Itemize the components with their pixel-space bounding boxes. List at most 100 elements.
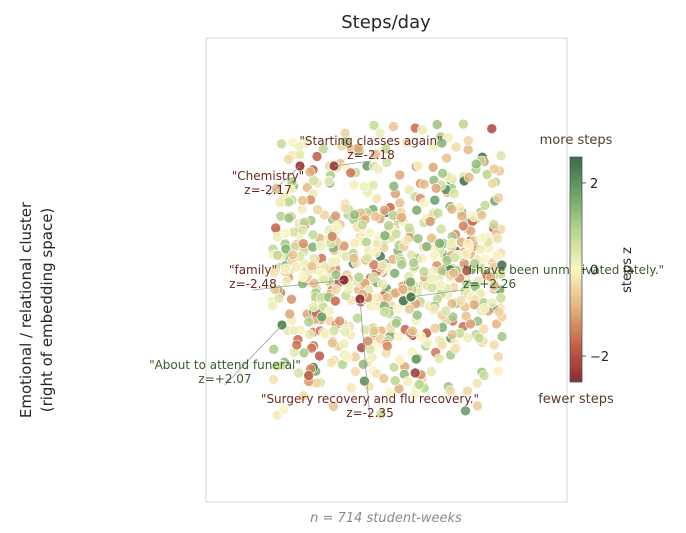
scatter-point — [285, 184, 296, 195]
scatter-point — [280, 243, 292, 255]
scatter-point — [421, 337, 433, 349]
scatter-point — [359, 375, 370, 387]
scatter-point — [374, 127, 386, 139]
scatter-point — [298, 390, 309, 402]
scatter-point — [431, 119, 443, 130]
scatter-point — [297, 224, 308, 236]
scatter-point — [380, 143, 392, 155]
scatter-point — [349, 366, 361, 377]
scatter-point — [486, 123, 498, 134]
scatter-point — [492, 365, 504, 377]
scatter-point — [353, 271, 365, 283]
scatter-point — [478, 323, 490, 335]
scatter-point — [298, 347, 310, 359]
scatter-point — [428, 304, 440, 315]
scatter-point — [418, 178, 430, 190]
scatter-point — [441, 255, 453, 266]
annotation-leader — [267, 165, 301, 197]
annotation-leader — [333, 160, 372, 167]
scatter-point — [436, 137, 448, 149]
scatter-point — [345, 167, 357, 179]
scatter-point — [371, 193, 382, 204]
scatter-point — [326, 357, 337, 368]
scatter-point — [446, 203, 458, 215]
scatter-point — [315, 240, 327, 252]
scatter-point — [403, 184, 415, 196]
scatter-point — [458, 118, 469, 130]
scatter-point — [351, 312, 363, 324]
scatter-point — [402, 376, 414, 387]
scatter-point — [455, 295, 467, 306]
annotation-text: "About to attend funeral" — [149, 358, 301, 372]
annotation-leader — [224, 324, 283, 386]
scatter-point — [389, 267, 401, 279]
scatter-point — [410, 353, 422, 365]
scatter-point — [297, 271, 308, 283]
scatter-point — [370, 247, 381, 258]
scatter-point — [283, 153, 294, 165]
scatter-point — [401, 137, 412, 148]
scatter-point — [267, 300, 279, 311]
scatter-point — [345, 382, 357, 394]
scatter-point — [388, 180, 400, 192]
scatter-point — [479, 253, 491, 265]
annotation-text: "Surgery recovery and flu recovery." — [261, 392, 479, 406]
scatter-point — [388, 361, 400, 373]
scatter-point — [338, 338, 350, 350]
scatter-point — [469, 258, 480, 269]
scatter-point — [357, 358, 369, 370]
scatter-point — [486, 297, 498, 309]
scatter-point — [394, 197, 406, 209]
scatter-point — [478, 370, 490, 381]
y-axis-label-line-2: (right of embedding space) — [38, 208, 56, 413]
scatter-point — [403, 222, 415, 234]
scatter-point — [436, 339, 448, 351]
scatter-point — [393, 331, 405, 343]
scatter-point — [486, 178, 498, 189]
scatter-point — [465, 318, 476, 330]
scatter-point — [470, 158, 482, 170]
scatter-point — [408, 257, 419, 269]
scatter-point — [270, 222, 282, 234]
scatter-point — [272, 249, 283, 261]
scatter-point — [328, 401, 339, 412]
scatter-point — [429, 322, 441, 334]
scatter-point — [473, 332, 485, 344]
scatter-point — [441, 152, 452, 164]
scatter-point — [429, 250, 440, 262]
scatter-point — [303, 370, 315, 381]
scatter-point — [390, 228, 402, 240]
scatter-point — [462, 135, 474, 146]
annotation-text: "Starting classes again" — [299, 134, 442, 148]
scatter-point — [462, 385, 473, 397]
scatter-point — [463, 171, 475, 183]
scatter-point — [327, 337, 338, 349]
scatter-point — [427, 162, 439, 173]
scatter-point — [306, 342, 317, 354]
scatter-point — [426, 232, 437, 244]
footnote: n = 714 student-weeks — [310, 511, 462, 526]
scatter-point — [286, 293, 297, 305]
scatter-point — [437, 168, 448, 179]
scatter-point — [274, 197, 286, 208]
scatter-point — [288, 325, 300, 336]
scatter-point — [476, 232, 488, 244]
scatter-point — [280, 276, 292, 287]
annotation-z-value: z=-2.17 — [244, 183, 291, 197]
scatter-point — [471, 377, 483, 389]
scatter-point — [296, 204, 308, 215]
scatter-point — [383, 220, 395, 231]
scatter-point — [314, 350, 325, 362]
annotation-leader-lines — [224, 160, 464, 420]
annotation-z-value: z=+2.07 — [198, 372, 251, 386]
scatter-point — [397, 284, 409, 295]
scatter-point — [368, 325, 380, 337]
scatter-point — [293, 367, 305, 379]
colorbar: more steps 2 0 −2 steps z fewer steps — [538, 133, 635, 407]
scatter-point — [273, 293, 285, 304]
scatter-point — [280, 228, 291, 239]
scatter-point — [337, 359, 348, 370]
scatter-point — [283, 212, 295, 224]
scatter-point — [469, 280, 481, 292]
